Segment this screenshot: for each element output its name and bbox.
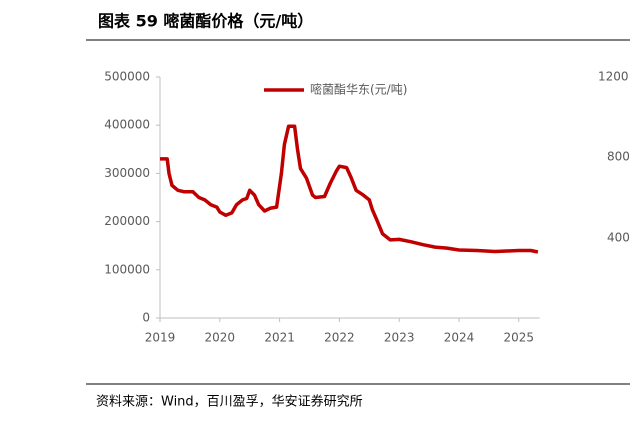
neighbor-tick-label: 1200 [598, 70, 629, 84]
x-tick-label: 2019 [145, 331, 176, 345]
chart-title: 图表 59 嘧菌酯价格（元/吨） [98, 12, 313, 31]
x-tick-label: 2025 [504, 331, 535, 345]
neighbor-tick-label: 800 [607, 150, 630, 164]
neighbor-tick-label: 400 [607, 231, 630, 245]
y-tick-label: 0 [142, 311, 150, 325]
y-tick-label: 500000 [104, 70, 150, 84]
x-tick-label: 2022 [324, 331, 355, 345]
x-tick-label: 2023 [384, 331, 415, 345]
y-tick-label: 400000 [104, 118, 150, 132]
legend-label: 嘧菌酯华东(元/吨) [310, 83, 407, 97]
y-tick-label: 300000 [104, 166, 150, 180]
x-tick-label: 2021 [264, 331, 295, 345]
source: 资料来源：Wind，百川盈孚，华安证券研究所 [96, 394, 363, 410]
y-tick-label: 100000 [104, 262, 150, 276]
x-tick-label: 2024 [444, 331, 475, 345]
data-line [160, 124, 539, 254]
clip-bg [613, 14, 630, 32]
x-tick-label: 2020 [205, 331, 236, 345]
y-tick-label: 200000 [104, 214, 150, 228]
